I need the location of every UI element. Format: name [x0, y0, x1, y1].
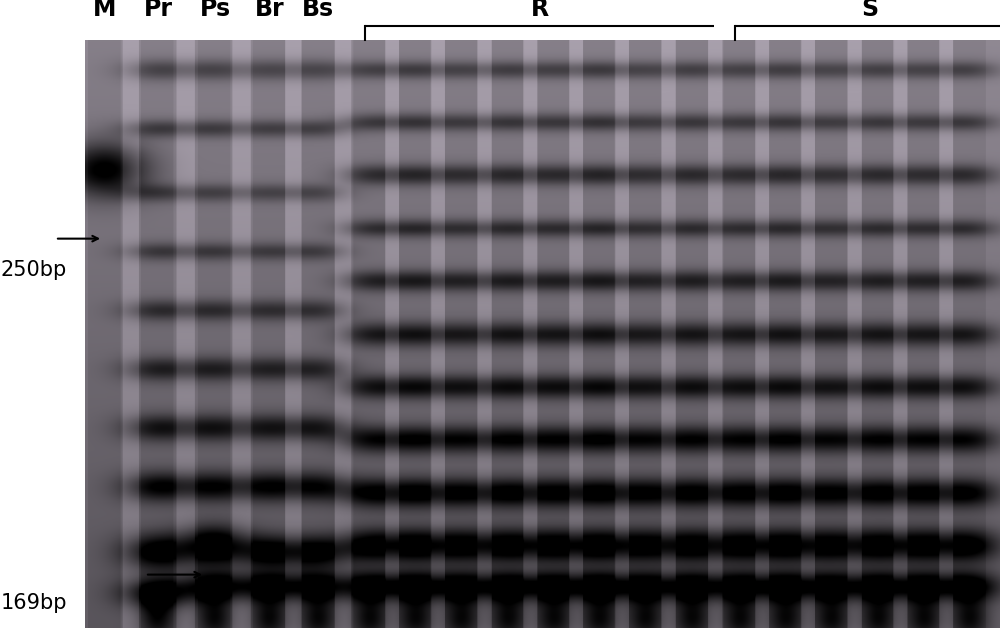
Text: Bs: Bs — [302, 0, 334, 21]
Text: 169bp: 169bp — [1, 593, 68, 613]
Text: S: S — [861, 0, 879, 21]
Text: M: M — [93, 0, 117, 21]
Text: 250bp: 250bp — [1, 260, 67, 280]
Text: Ps: Ps — [199, 0, 231, 21]
Text: R: R — [530, 0, 549, 21]
Text: Br: Br — [255, 0, 285, 21]
Text: Pr: Pr — [144, 0, 173, 21]
